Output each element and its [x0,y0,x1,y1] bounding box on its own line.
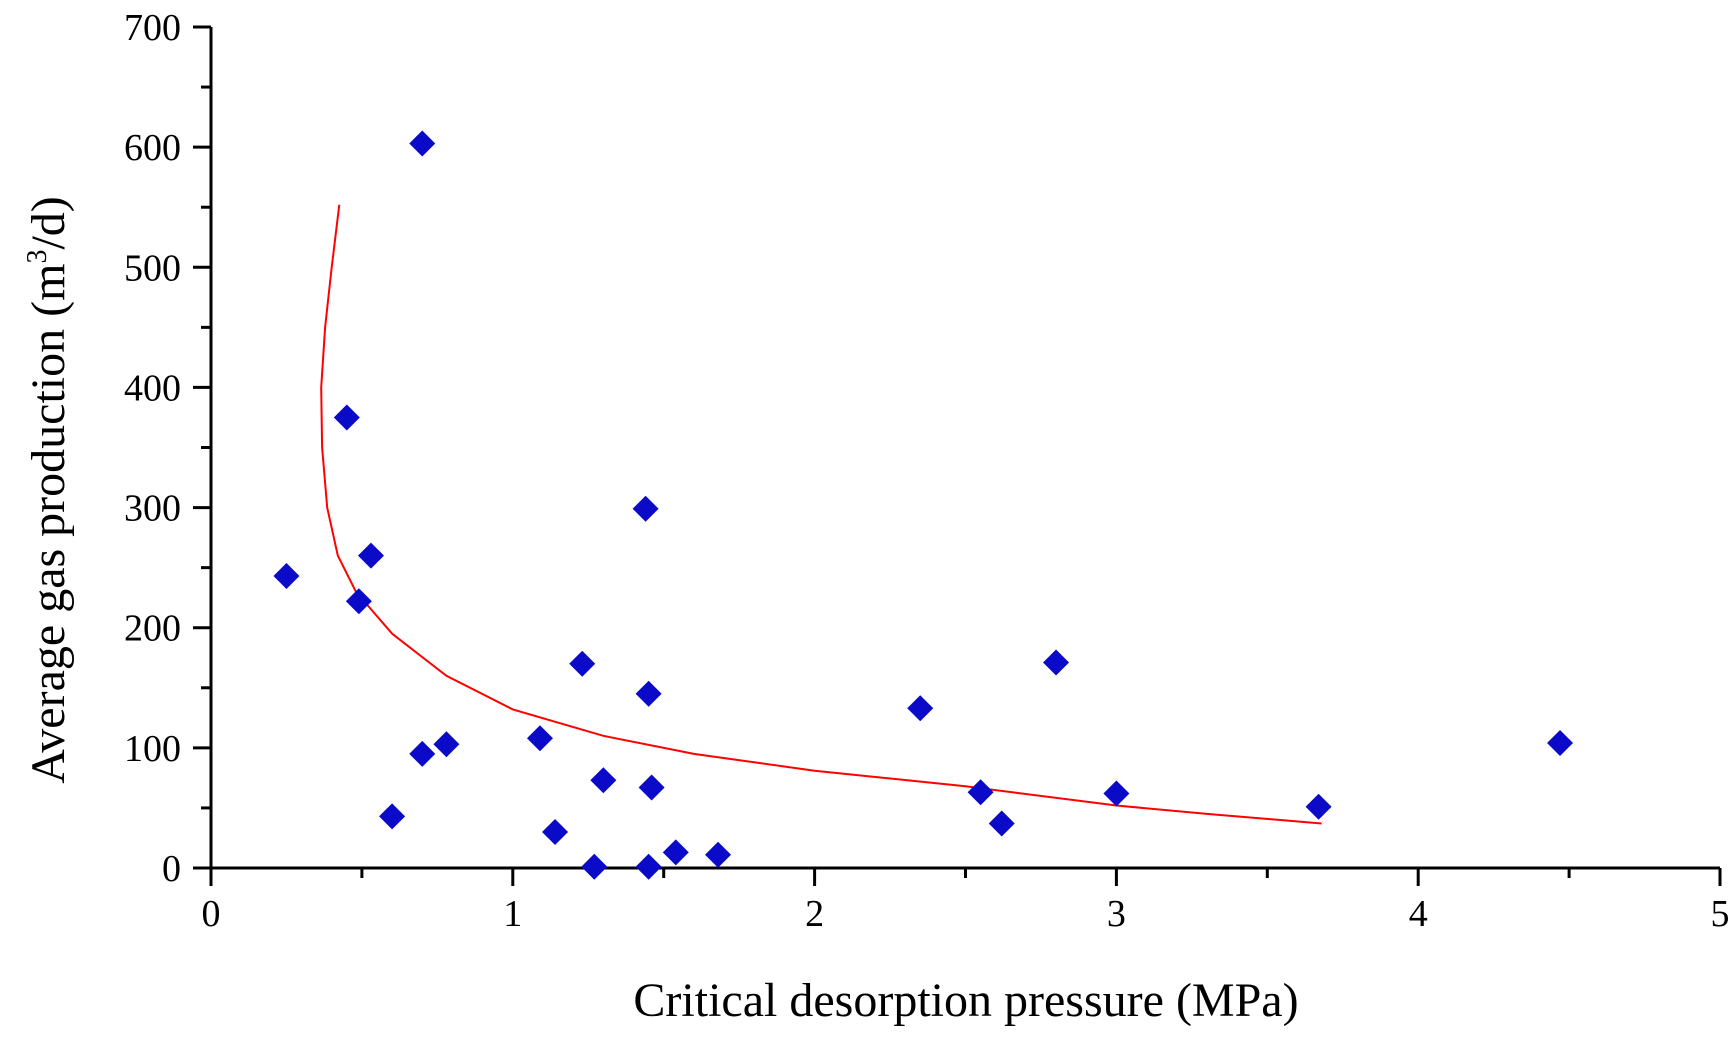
data-point [542,818,569,845]
y-tick-label: 500 [124,247,181,289]
ticks: 0 1 2 3 4 5 0 100 200 300 400 500 600 700 [124,7,1730,935]
data-points [273,130,1574,880]
x-tick-label: 3 [1107,893,1126,935]
y-tick-label: 600 [124,127,181,169]
fit-curve-layer [320,204,1322,825]
data-point [638,774,665,801]
data-point [662,839,689,866]
data-point [907,695,934,722]
y-tick-label: 400 [124,367,181,409]
data-point [345,588,372,615]
data-point [635,680,662,707]
y-tick-label: 300 [124,488,181,530]
data-point [632,495,659,522]
x-tick-label: 2 [805,893,824,935]
data-point [409,130,436,157]
data-point [988,810,1015,837]
x-tick-label: 1 [503,893,522,935]
data-point [1043,649,1070,676]
data-point [357,542,384,569]
x-tick-label: 0 [202,893,221,935]
data-point [967,779,994,806]
data-point [1305,793,1332,820]
data-point [590,767,617,794]
fit-curve [320,204,1322,825]
y-axis-title-prefix: Average gas production (m [22,264,75,784]
data-point [409,740,436,767]
data-point [581,853,608,880]
data-point [273,563,300,590]
x-tick-label: 4 [1409,893,1428,935]
data-point [705,841,732,868]
data-point [1547,730,1574,757]
data-point [379,803,406,830]
y-tick-label: 100 [124,728,181,770]
y-tick-label: 700 [124,7,181,49]
data-point [569,650,596,677]
data-point [433,731,460,758]
data-point [526,725,553,752]
data-point [333,404,360,431]
x-axis-title: Critical desorption pressure (MPa) [633,974,1298,1027]
y-tick-label: 0 [162,848,181,890]
y-axis-title-superscript: 3 [22,250,53,264]
y-axis-title-suffix: /d) [22,196,75,249]
y-axis-title: Average gas production (m3/d) [22,196,75,784]
data-point [635,853,662,880]
x-tick-label: 5 [1711,893,1730,935]
y-tick-label: 200 [124,608,181,650]
data-point [1103,780,1130,807]
